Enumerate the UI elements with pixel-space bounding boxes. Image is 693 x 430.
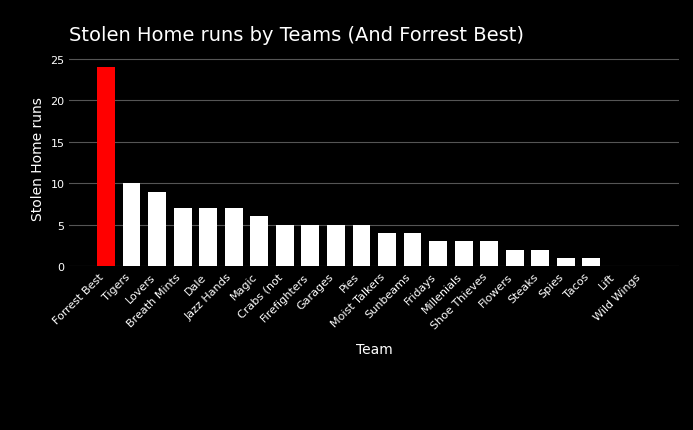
Bar xyxy=(582,258,600,267)
Bar xyxy=(123,184,141,267)
Bar xyxy=(199,209,217,267)
Bar xyxy=(480,242,498,267)
Bar xyxy=(225,209,243,267)
Bar xyxy=(378,233,396,267)
Bar xyxy=(174,209,191,267)
Bar xyxy=(429,242,447,267)
Bar xyxy=(532,250,550,267)
Y-axis label: Stolen Home runs: Stolen Home runs xyxy=(30,97,45,221)
Text: Stolen Home runs by Teams (And Forrest Best): Stolen Home runs by Teams (And Forrest B… xyxy=(69,25,525,45)
Bar xyxy=(148,192,166,267)
Bar xyxy=(97,68,115,267)
Bar xyxy=(276,225,294,267)
Bar xyxy=(353,225,370,267)
Bar xyxy=(403,233,421,267)
X-axis label: Team: Team xyxy=(356,342,393,356)
Bar xyxy=(557,258,574,267)
Bar xyxy=(301,225,319,267)
Bar xyxy=(250,217,268,267)
Bar xyxy=(327,225,345,267)
Bar xyxy=(506,250,524,267)
Bar xyxy=(455,242,473,267)
